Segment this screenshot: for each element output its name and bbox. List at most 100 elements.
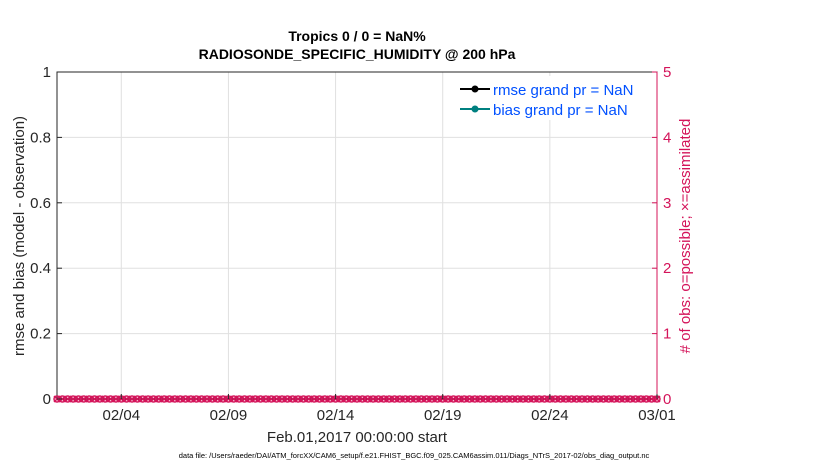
- y-tick-label-left: 0.8: [30, 129, 51, 146]
- obs-assimilated-marker: [626, 395, 634, 403]
- obs-assimilated-marker: [144, 395, 152, 403]
- obs-assimilated-marker: [374, 395, 382, 403]
- obs-assimilated-marker: [444, 395, 452, 403]
- obs-assimilated-marker: [514, 395, 522, 403]
- obs-assimilated-marker: [299, 395, 307, 403]
- obs-assimilated-marker: [449, 395, 457, 403]
- obs-assimilated-marker: [508, 395, 516, 403]
- obs-assimilated-marker: [69, 395, 77, 403]
- obs-assimilated-marker: [107, 395, 115, 403]
- obs-assimilated-marker: [621, 395, 629, 403]
- y-tick-label-left: 0.6: [30, 195, 51, 212]
- obs-assimilated-marker: [198, 395, 206, 403]
- obs-assimilated-marker: [401, 395, 409, 403]
- obs-assimilated-marker: [80, 395, 88, 403]
- y-axis-label-left: rmse and bias (model - observation): [11, 116, 28, 356]
- obs-assimilated-marker: [283, 395, 291, 403]
- obs-assimilated-marker: [465, 395, 474, 403]
- x-tick-label: 03/01: [638, 407, 676, 424]
- x-tick-label: 02/24: [531, 407, 569, 424]
- obs-assimilated-marker: [203, 395, 211, 403]
- obs-assimilated-marker: [637, 395, 645, 403]
- obs-assimilated-marker: [251, 395, 259, 403]
- obs-assimilated-marker: [267, 395, 275, 403]
- obs-assimilated-marker: [74, 395, 82, 403]
- y-tick-label-left: 0: [43, 391, 51, 408]
- obs-assimilated-marker: [123, 395, 131, 403]
- obs-assimilated-marker: [278, 395, 286, 403]
- legend-marker-rmse: [471, 85, 479, 93]
- obs-assimilated-marker: [615, 395, 624, 403]
- obs-assimilated-marker: [540, 395, 549, 403]
- obs-assimilated-marker: [149, 395, 157, 403]
- obs-assimilated-marker: [648, 395, 656, 403]
- obs-assimilated-marker: [348, 395, 356, 403]
- obs-assimilated-marker: [460, 395, 468, 403]
- obs-assimilated-marker: [85, 395, 93, 403]
- obs-assimilated-marker: [524, 395, 532, 403]
- x-tick-label: 02/14: [317, 407, 355, 424]
- obs-assimilated-marker: [433, 395, 441, 403]
- obs-assimilated-marker: [240, 395, 249, 403]
- y-tick-label-left: 1: [43, 64, 51, 81]
- obs-assimilated-marker: [599, 395, 607, 403]
- ticks: 02/04 02/09 02/14 02/19 02/24 03/0100.20.40.6…: [30, 64, 676, 424]
- obs-assimilated-marker: [246, 395, 254, 403]
- chart-title-line2: RADIOSONDE_SPECIFIC_HUMIDITY @ 200 hPa: [199, 46, 516, 62]
- obs-assimilated-marker: [594, 395, 602, 403]
- obs-assimilated-marker: [182, 395, 190, 403]
- obs-assimilated-marker: [155, 395, 163, 403]
- obs-assimilated-marker: [428, 395, 436, 403]
- y-tick-label-left: 0.4: [30, 260, 51, 277]
- obs-assimilated-marker: [423, 395, 431, 403]
- y-tick-label-right: 1: [663, 326, 671, 343]
- data-file-footer: data file: /Users/raeder/DAI/ATM_forcXX/…: [179, 451, 650, 460]
- obs-assimilated-marker: [353, 395, 361, 403]
- obs-assimilated-marker: [358, 395, 366, 403]
- y-tick-label-right: 0: [663, 391, 671, 408]
- obs-assimilated-marker: [610, 395, 618, 403]
- obs-assimilated-marker: [530, 395, 538, 403]
- obs-assimilated-marker: [321, 395, 329, 403]
- obs-assimilated-marker: [396, 395, 404, 403]
- obs-assimilated-marker: [471, 395, 479, 403]
- obs-assimilated-marker: [133, 395, 141, 403]
- obs-assimilated-marker: [310, 395, 318, 403]
- obs-assimilated-marker: [315, 395, 324, 403]
- obs-assimilated-marker: [407, 395, 415, 403]
- obs-assimilated-marker: [192, 395, 200, 403]
- obs-assimilated-marker: [605, 395, 613, 403]
- obs-assimilated-marker: [112, 395, 120, 403]
- obs-assimilated-marker: [573, 395, 581, 403]
- y-tick-label-right: 2: [663, 260, 671, 277]
- obs-assimilated-marker: [562, 395, 570, 403]
- obs-assimilated-marker: [326, 395, 334, 403]
- obs-assimilated-marker: [235, 395, 243, 403]
- obs-assimilated-marker: [535, 395, 543, 403]
- obs-assimilated-marker: [58, 395, 66, 403]
- obs-assimilated-marker: [342, 395, 350, 403]
- grid: [57, 71, 658, 400]
- y-tick-label-left: 0.2: [30, 326, 51, 343]
- x-tick-label: 02/19: [424, 407, 462, 424]
- legend-label-rmse: rmse grand pr = NaN: [493, 82, 633, 99]
- legend-marker-bias: [471, 105, 479, 113]
- obs-assimilated-marker: [369, 395, 377, 403]
- obs-assimilated-marker: [305, 395, 313, 403]
- legend-label-bias: bias grand pr = NaN: [493, 102, 628, 119]
- obs-assimilated-marker: [165, 395, 174, 403]
- obs-assimilated-marker: [578, 395, 586, 403]
- obs-assimilated-marker: [171, 395, 179, 403]
- obs-assimilated-marker: [380, 395, 388, 403]
- obs-assimilated-marker: [176, 395, 184, 403]
- obs-assimilated-marker: [208, 395, 216, 403]
- obs-assimilated-marker: [101, 395, 109, 403]
- y-tick-label-right: 3: [663, 195, 671, 212]
- obs-assimilated-marker: [519, 395, 527, 403]
- y-tick-label-right: 5: [663, 64, 671, 81]
- obs-assimilated-marker: [385, 395, 393, 403]
- obs-assimilated-marker: [289, 395, 297, 403]
- y-axis-label-right: # of obs: o=possible; ×=assimilated: [677, 119, 694, 354]
- obs-assimilated-marker: [476, 395, 484, 403]
